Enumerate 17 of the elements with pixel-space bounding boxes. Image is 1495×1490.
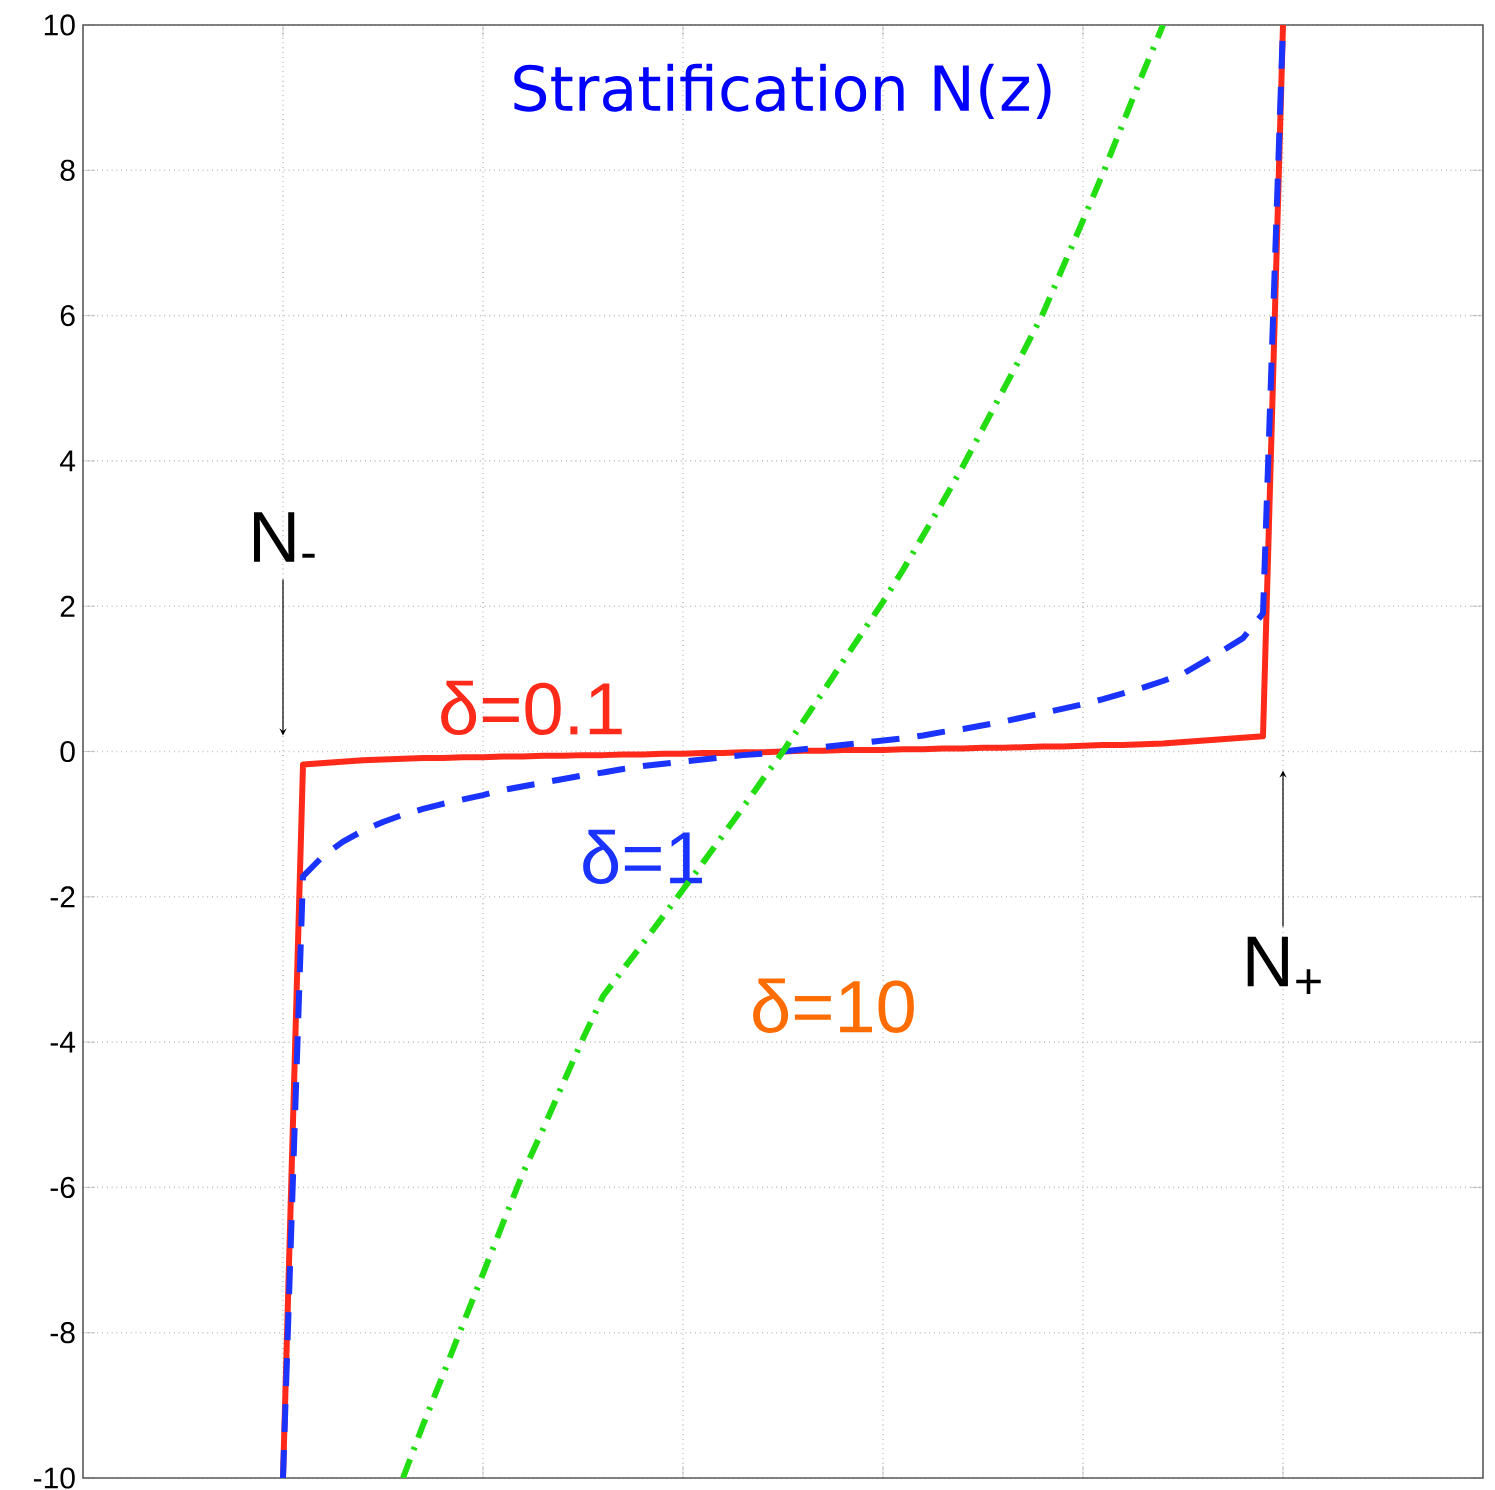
y-tick-label: -6 — [50, 1176, 75, 1199]
y-tick-label: 4 — [59, 450, 76, 472]
y-tick-label: 8 — [60, 159, 75, 181]
y-tick-label: 10 — [44, 14, 75, 36]
series-label: δ=1 — [583, 829, 703, 884]
text: Stratification N(z) — [514, 63, 1051, 119]
annotation: N$_{+}$ — [1247, 936, 1321, 994]
series-label: δ=10 — [753, 978, 914, 1033]
y-tick-label: -10 — [33, 1467, 75, 1489]
y-tick-label: -4 — [50, 1031, 76, 1053]
annotation: N$_{-}$ — [254, 512, 315, 562]
y-tick-label: -2 — [50, 886, 75, 908]
y-tick-label: 6 — [60, 304, 75, 327]
series-label: δ=0.1 — [441, 680, 622, 736]
y-tick-label: 2 — [60, 595, 75, 617]
y-tick-label: -8 — [50, 1322, 75, 1344]
y-tick-label: 0 — [60, 740, 75, 763]
